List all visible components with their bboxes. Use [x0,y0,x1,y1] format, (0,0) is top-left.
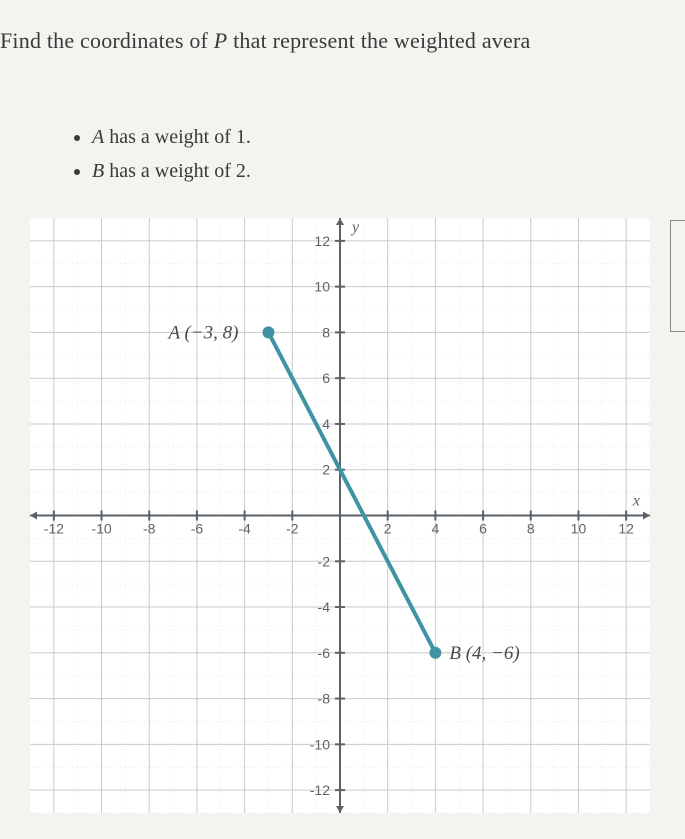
svg-text:8: 8 [322,324,330,340]
bullet-list: A has a weight of 1. B has a weight of 2… [52,120,251,188]
svg-text:-6: -6 [191,521,204,537]
svg-text:4: 4 [322,416,330,432]
svg-text:-8: -8 [143,521,156,537]
svg-text:-2: -2 [286,521,299,537]
bullet-b-mid: has a weight of [104,160,236,182]
bullet-a-suf: . [246,126,251,148]
svg-text:-12: -12 [310,782,330,798]
svg-text:10: 10 [571,521,587,537]
bullet-b-suf: . [246,160,251,182]
svg-text:12: 12 [618,521,634,537]
question-span: Find the coordinates of P that represent… [0,28,530,53]
cropped-box-right [670,220,685,332]
svg-text:-10: -10 [91,521,111,537]
svg-text:B (4, −6): B (4, −6) [449,643,519,664]
svg-text:6: 6 [479,521,487,537]
bullet-a-mid: has a weight of [104,126,236,148]
svg-text:-8: -8 [318,691,331,707]
coordinate-chart: -12 -10 -8 -6 -4 -2 2 4 6 8 10 12 -12 -10 -8 -6 -4 -2 2 4 6 8… [30,218,650,813]
chart-svg: -12 -10 -8 -6 -4 -2 2 4 6 8 10 12 -12 -10 -8 -6 -4 -2 2 4 6 8… [30,218,650,813]
bullet-a-var: A [92,126,104,148]
question-text: Find the coordinates of P that represent… [0,28,530,54]
svg-text:-12: -12 [44,521,64,537]
svg-text:6: 6 [322,370,330,386]
svg-text:10: 10 [314,279,330,295]
svg-text:-4: -4 [318,599,331,615]
bullet-b-val: 2 [236,160,246,182]
bullet-b: B has a weight of 2. [92,154,251,188]
svg-text:2: 2 [384,521,392,537]
svg-text:y: y [350,219,360,236]
svg-text:-2: -2 [318,553,331,569]
svg-text:4: 4 [431,521,439,537]
bullet-a-val: 1 [236,126,246,148]
bullet-a: A has a weight of 1. [92,120,251,154]
svg-text:8: 8 [527,521,535,537]
bullet-b-var: B [92,160,104,182]
svg-text:12: 12 [314,233,330,249]
svg-text:2: 2 [322,462,330,478]
svg-text:x: x [632,493,640,510]
page: { "question": "Find the coordinates of P… [0,0,685,839]
svg-text:A (−3, 8): A (−3, 8) [166,322,238,343]
var-P: P [214,28,228,53]
svg-text:-4: -4 [238,521,251,537]
svg-text:-6: -6 [318,645,331,661]
svg-text:-10: -10 [310,736,330,752]
